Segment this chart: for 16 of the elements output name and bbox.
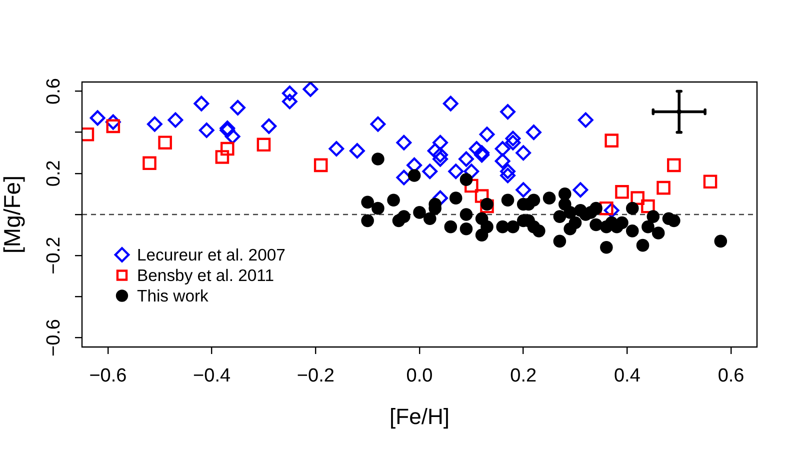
legend-label: Lecureur et al. 2007 [137, 245, 286, 264]
legend-label: This work [137, 286, 210, 306]
legend-label: Bensby et al. 2011 [137, 266, 274, 285]
x-tick-label: −0.2 [296, 366, 334, 387]
x-tick-label: 0.4 [614, 366, 641, 387]
x-tick-label: 0.6 [718, 366, 744, 387]
x-tick-label: −0.6 [89, 366, 127, 387]
y-tick-label: −0.2 [43, 236, 64, 274]
y-tick-label: 0.6 [43, 78, 64, 104]
x-tick-label: 0.2 [510, 366, 537, 387]
y-tick-label: −0.6 [43, 319, 64, 357]
x-axis-title: [Fe/H] [390, 404, 450, 429]
x-tick-label: 0.0 [406, 366, 433, 387]
x-tick-label: −0.4 [193, 366, 231, 387]
y-tick-label: 0.2 [43, 160, 64, 187]
y-axis-title: [Mg/Fe] [0, 176, 26, 254]
